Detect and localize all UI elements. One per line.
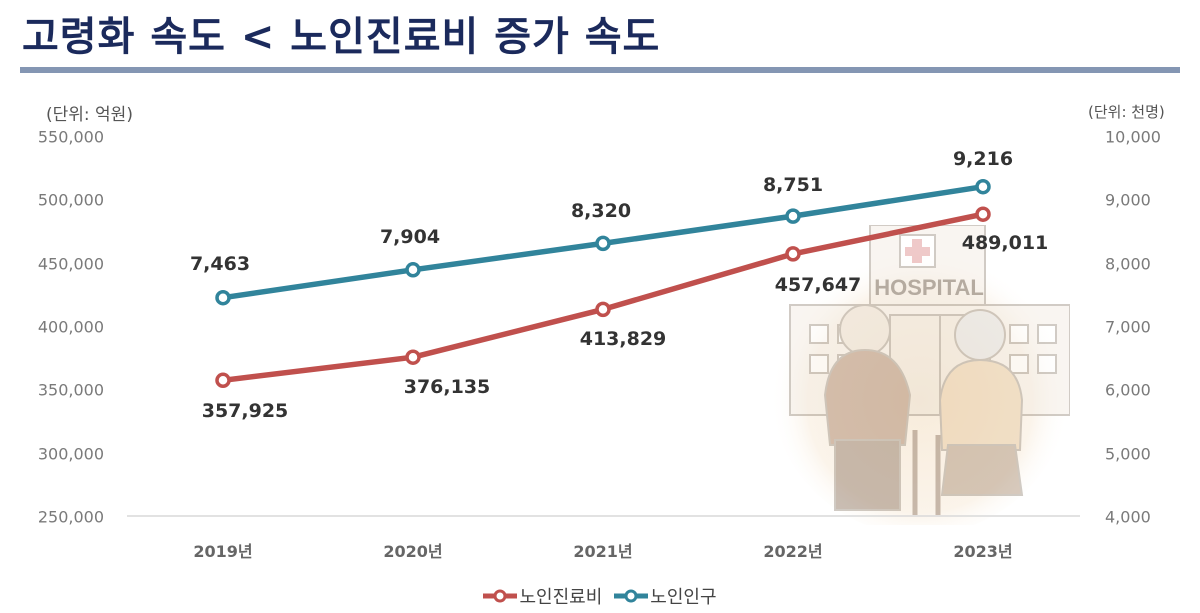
medical-expense-label: 376,135: [403, 376, 491, 398]
population-markers: [215, 178, 991, 306]
x-axis-label: 2019년: [193, 542, 253, 561]
legend-label: 노인인구: [650, 587, 717, 608]
right-axis-tick: 8,000: [1105, 254, 1151, 274]
population-label: 9,216: [952, 148, 1014, 170]
hospital-sign-text: HOSPITAL: [874, 275, 984, 300]
left-axis-tick: 500,000: [37, 190, 104, 210]
population-label: 7,904: [379, 226, 441, 248]
right-axis-tick: 9,000: [1105, 190, 1151, 210]
left-axis-tick: 450,000: [37, 254, 104, 274]
right-axis-tick: 7,000: [1105, 317, 1151, 337]
right-axis-tick: 4,000: [1105, 507, 1151, 527]
medical-expense-label: 489,011: [961, 232, 1049, 254]
population-label: 8,320: [570, 200, 632, 222]
medical-expense-label: 357,925: [201, 400, 289, 422]
page-title: 고령화 속도 < 노인진료비 증가 속도: [22, 14, 661, 60]
legend-label: 노인진료비: [519, 587, 603, 608]
title-divider: [20, 67, 1180, 73]
left-axis-tick: 550,000: [37, 127, 104, 147]
left-axis-tick: 250,000: [37, 507, 104, 527]
left-axis-tick: 350,000: [37, 380, 104, 400]
x-axis-label: 2020년: [383, 542, 443, 561]
right-axis-tick: 6,000: [1105, 380, 1151, 400]
medical-expense-label: 457,647: [774, 274, 862, 296]
legend-item-population[interactable]: 노인인구: [614, 583, 717, 609]
right-axis-tick: 5,000: [1105, 444, 1151, 464]
medical-line-marker-icon: [483, 589, 518, 603]
left-axis-tick: 300,000: [37, 444, 104, 464]
population-label: 8,751: [762, 174, 824, 196]
right-axis-unit: (단위: 천명): [1088, 103, 1165, 121]
population-label: 7,463: [189, 253, 251, 275]
right-axis-tick: 10,000: [1105, 127, 1161, 147]
left-axis-tick: 400,000: [37, 317, 104, 337]
medical-expense-markers: [215, 206, 991, 389]
x-axis-label: 2023년: [953, 542, 1013, 561]
chart-legend: 노인진료비 노인인구: [0, 583, 1200, 609]
population-line-marker-icon: [614, 589, 649, 603]
x-axis-label: 2021년: [573, 542, 633, 561]
medical-expense-label: 413,829: [579, 328, 667, 350]
legend-item-medical[interactable]: 노인진료비: [483, 583, 602, 609]
left-axis-unit: (단위: 억원): [46, 105, 133, 125]
x-axis-label: 2022년: [763, 542, 823, 561]
hospital-illustration: HOSPITAL: [770, 225, 1070, 525]
